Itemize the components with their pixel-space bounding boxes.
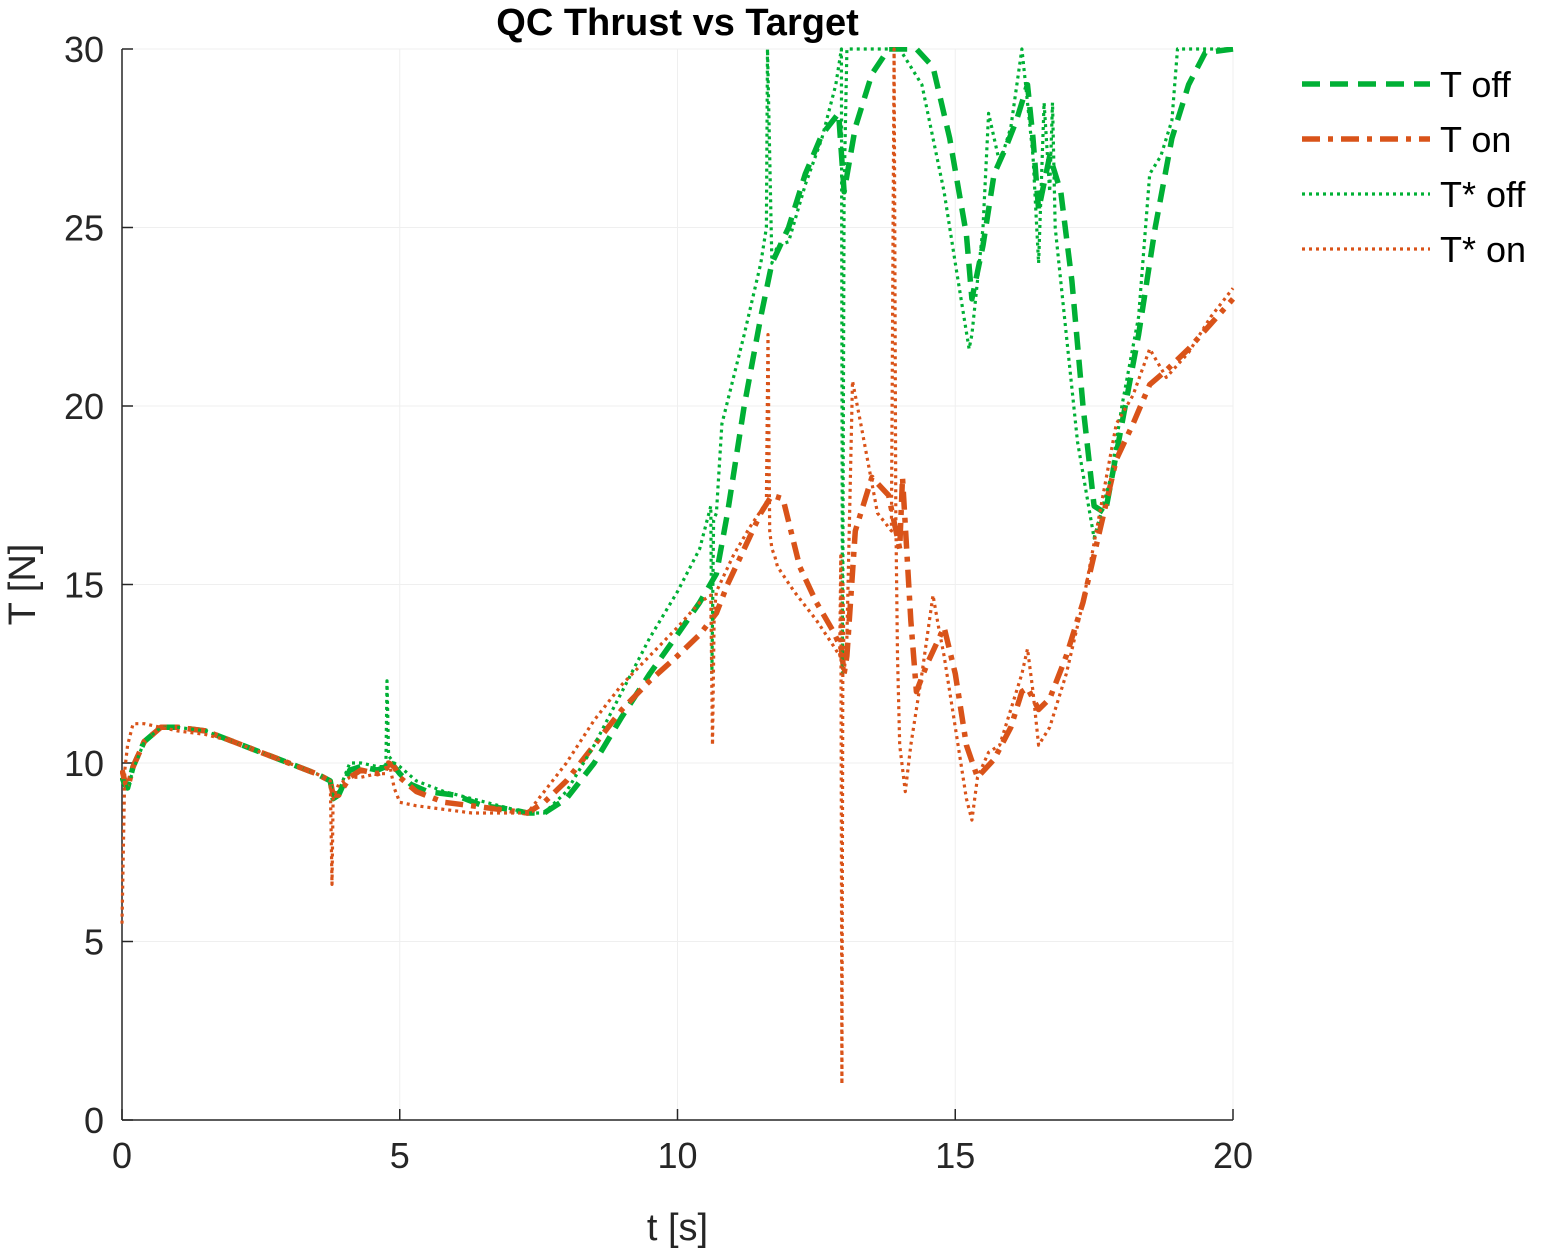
y-tick-label: 10 (64, 743, 104, 784)
legend-label: T on (1440, 119, 1511, 160)
grid (121, 48, 1234, 1121)
series-line-t-off (122, 47, 1233, 815)
y-tick-label: 15 (64, 565, 104, 606)
y-axis-label: T [N] (2, 544, 44, 626)
x-tick-label: 15 (935, 1135, 975, 1176)
y-ticks: 0 5 10 15 20 25 30 (64, 29, 133, 1141)
y-tick-label: 5 (84, 922, 104, 963)
y-tick-label: 25 (64, 208, 104, 249)
series-line-t-off (120, 47, 1234, 816)
legend-label: T* off (1440, 174, 1526, 215)
legend: T off T on T* off T* on (1302, 64, 1526, 270)
y-tick-label: 0 (84, 1100, 104, 1141)
x-tick-label: 10 (657, 1135, 697, 1176)
x-tick-label: 0 (112, 1135, 132, 1176)
legend-label: T* on (1440, 229, 1526, 270)
x-tick-label: 20 (1213, 1135, 1253, 1176)
series-layer (120, 47, 1235, 1086)
x-axis-label: t [s] (647, 1207, 708, 1249)
x-tick-label: 5 (390, 1135, 410, 1176)
x-ticks: 0 5 10 15 20 (112, 1109, 1253, 1176)
y-tick-label: 20 (64, 386, 104, 427)
legend-label: T off (1440, 64, 1512, 105)
y-tick-label: 30 (64, 29, 104, 70)
chart-title: QC Thrust vs Target (496, 2, 859, 44)
